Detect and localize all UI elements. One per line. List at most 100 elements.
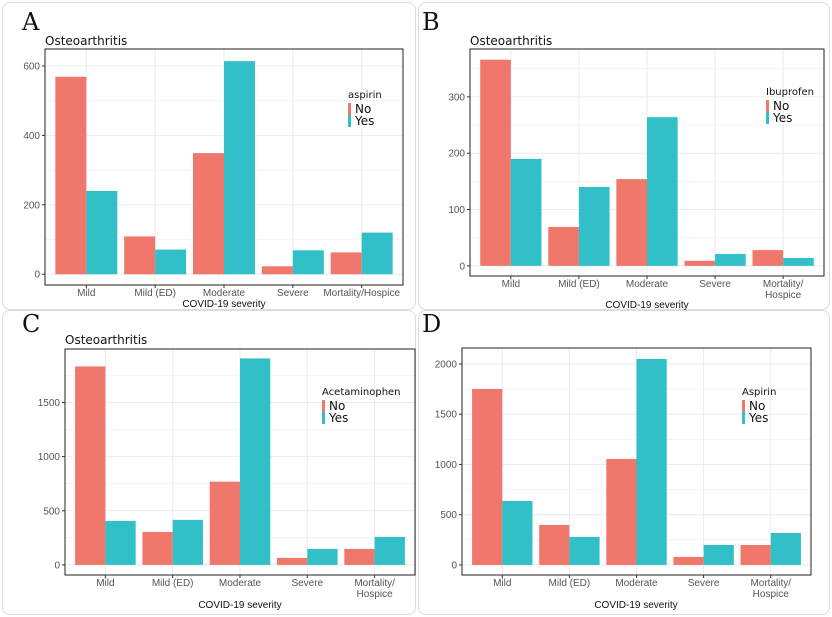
bar-yes	[770, 532, 801, 565]
x-tick-label: Severe	[277, 288, 309, 299]
x-tick-line: Mild (ED)	[152, 578, 194, 589]
legend-key-no	[742, 400, 745, 412]
x-tick-line: Moderate	[219, 578, 262, 589]
bar-yes	[307, 548, 338, 565]
x-tick-line: Mild	[77, 288, 95, 299]
y-tick-label: 500	[440, 510, 457, 521]
x-tick-label: Severe	[699, 279, 731, 290]
x-axis-label: COVID-19 severity	[198, 600, 281, 611]
legend-label: Yes	[354, 114, 374, 128]
x-tick-label: Severe	[291, 578, 323, 589]
bar-no	[673, 556, 704, 565]
bar-yes	[224, 61, 255, 275]
bar-yes	[240, 358, 271, 565]
x-tick-label: Moderate	[219, 578, 262, 589]
y-tick-label: 400	[23, 131, 40, 142]
bar-no	[472, 388, 503, 565]
x-axis-label: COVID-19 severity	[594, 600, 677, 611]
y-tick-label: 0	[451, 560, 457, 571]
bar-yes	[374, 536, 405, 565]
legend-key-no	[348, 103, 351, 115]
legend-label: No	[749, 399, 765, 413]
bar-yes	[510, 158, 542, 266]
bar-no	[480, 59, 511, 266]
x-tick-line: Severe	[688, 578, 720, 589]
bar-no	[142, 531, 173, 565]
y-tick-label: 500	[43, 506, 60, 517]
x-tick-label: Mild	[96, 578, 114, 589]
legend-key-yes	[348, 115, 351, 127]
x-tick-line: Moderate	[626, 279, 669, 290]
x-tick-line: Moderate	[615, 578, 658, 589]
y-tick-label: 1500	[38, 398, 61, 409]
legend-key-no	[766, 100, 769, 112]
x-tick-label: Severe	[688, 578, 720, 589]
x-tick-line: Mild (ED)	[558, 279, 600, 290]
x-tick-label: Mortality/Hospice	[323, 288, 400, 299]
chart-title: Osteoarthritis	[470, 34, 552, 48]
y-tick-label: 300	[448, 92, 465, 103]
legend-label: No	[355, 102, 371, 116]
bar-yes	[578, 187, 610, 266]
bar-no	[193, 153, 224, 275]
x-tick-label: Mortality/Hospice	[354, 578, 395, 600]
bar-yes	[502, 500, 533, 565]
x-tick-line: Severe	[699, 279, 731, 290]
legend-title: aspirin	[348, 90, 382, 101]
x-tick-label: Moderate	[626, 279, 669, 290]
x-tick-label: Mild	[502, 279, 520, 290]
bar-yes	[569, 536, 600, 565]
x-tick-line: Mortality/	[763, 279, 804, 290]
bar-no	[330, 252, 362, 275]
legend-key-yes	[766, 112, 769, 124]
bar-yes	[292, 250, 324, 275]
panel-letter: C	[22, 310, 40, 338]
y-tick-label: 1500	[435, 410, 458, 421]
x-tick-line: Hospice	[765, 290, 802, 301]
x-tick-label: Mild (ED)	[134, 288, 176, 299]
panel-A: A Osteoarthritis 0 200 400 600 Mild Mild (ED) Mo…	[21, 8, 404, 310]
bar-yes	[172, 519, 203, 565]
panel-B: B Osteoarthritis 0 100 200 300 Mild Mild (ED) Mo…	[422, 8, 825, 311]
panel-letter: A	[21, 8, 40, 36]
bar-no	[277, 557, 308, 565]
bar-yes	[647, 117, 678, 266]
legend-title: Acetaminophen	[322, 387, 401, 398]
legend-label: Yes	[748, 411, 768, 425]
y-tick-label: 1000	[38, 452, 61, 463]
x-tick-line: Mild	[96, 578, 114, 589]
x-tick-line: Mild	[493, 578, 511, 589]
legend-label: Yes	[772, 111, 792, 125]
legend-title: Aspirin	[742, 387, 776, 398]
legend-label: No	[773, 99, 789, 113]
x-tick-line: Mortality/	[750, 578, 791, 589]
y-tick-label: 200	[23, 200, 40, 211]
bar-no	[548, 226, 579, 266]
x-tick-line: Mortality/	[354, 578, 395, 589]
x-tick-label: Mild (ED)	[152, 578, 194, 589]
x-tick-label: Mild (ED)	[549, 578, 591, 589]
bar-no	[752, 250, 784, 266]
bar-yes	[715, 254, 746, 266]
legend-key-yes	[322, 412, 325, 424]
x-tick-line: Hospice	[357, 589, 394, 600]
bar-yes	[703, 544, 734, 565]
bar-no	[124, 236, 156, 275]
y-tick-label: 200	[448, 149, 465, 160]
bar-no	[209, 481, 240, 565]
x-tick-label: Moderate	[615, 578, 658, 589]
x-tick-line: Moderate	[203, 288, 246, 299]
legend-label: Yes	[328, 411, 348, 425]
x-tick-line: Severe	[291, 578, 323, 589]
bar-no	[616, 179, 647, 266]
bar-no	[740, 544, 771, 565]
y-tick-label: 0	[459, 261, 465, 272]
x-tick-line: Severe	[277, 288, 309, 299]
bar-yes	[105, 520, 136, 565]
x-axis-label: COVID-19 severity	[182, 299, 265, 310]
bar-no	[344, 548, 375, 565]
y-tick-label: 2000	[435, 359, 458, 370]
bar-yes	[783, 257, 814, 266]
bar-yes	[636, 358, 667, 565]
x-tick-label: Mortality/Hospice	[750, 578, 791, 600]
